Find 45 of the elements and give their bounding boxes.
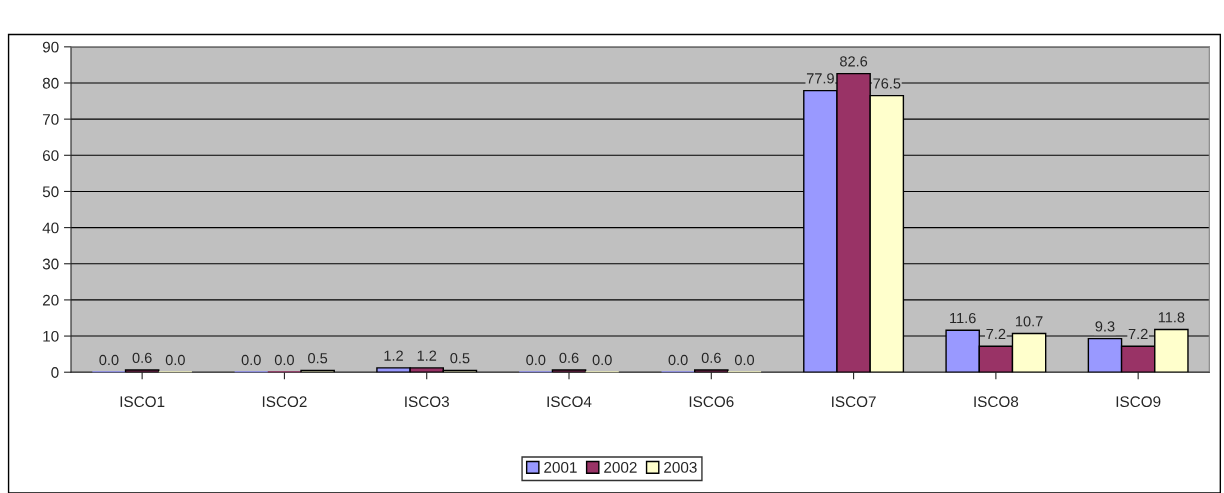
data-label: 0.0 — [241, 354, 261, 366]
data-label: 1.2 — [384, 350, 403, 361]
data-label: 9.3 — [1095, 321, 1115, 332]
x-tick-label: ISCO1 — [120, 396, 165, 408]
y-tick-label: 20 — [42, 294, 59, 306]
x-tick-label: ISCO2 — [262, 396, 307, 408]
data-label: 0.6 — [559, 352, 579, 363]
x-tick-label: ISCO8 — [974, 396, 1019, 408]
data-label: 7.2 — [986, 328, 1006, 339]
data-label: 0.0 — [526, 354, 546, 366]
legend-label: 2001 — [544, 462, 577, 473]
data-label: 0.6 — [132, 352, 152, 363]
y-tick-label: 30 — [42, 258, 59, 270]
data-label: 76.5 — [873, 78, 901, 89]
y-tick-label: 80 — [42, 77, 59, 89]
data-label: 7.2 — [1128, 328, 1148, 339]
data-label: 82.6 — [840, 56, 868, 67]
y-tick-label: 10 — [43, 330, 59, 342]
x-tick-label: ISCO7 — [832, 396, 876, 408]
data-label: 0.0 — [165, 354, 185, 366]
data-label: 0.5 — [450, 353, 470, 364]
y-tick-label: 60 — [42, 150, 59, 161]
data-label: 0.0 — [734, 354, 755, 366]
data-label: 0.6 — [701, 352, 721, 363]
y-tick-label: 70 — [42, 114, 59, 125]
data-label: 10.7 — [1016, 316, 1043, 327]
data-label: 0.5 — [308, 353, 328, 364]
legend-label: 2003 — [664, 462, 697, 473]
x-tick-label: ISCO3 — [405, 396, 449, 408]
data-label: 0.0 — [274, 354, 294, 366]
data-label: 1.2 — [417, 350, 437, 361]
data-label: 0.0 — [592, 354, 612, 366]
x-tick-label: ISCO4 — [547, 396, 592, 408]
y-tick-label: 0 — [51, 367, 59, 378]
y-tick-label: 50 — [42, 186, 59, 198]
legend-label: 2002 — [604, 462, 637, 473]
data-label: 11.6 — [950, 312, 976, 324]
y-tick-label: 90 — [42, 41, 59, 53]
data-label: 77.9 — [806, 73, 834, 84]
data-label: 0.0 — [668, 354, 688, 366]
data-label: 0.0 — [99, 354, 119, 366]
x-tick-label: ISCO9 — [1116, 396, 1161, 408]
data-label: 11.8 — [1158, 312, 1185, 323]
y-tick-label: 40 — [42, 222, 59, 234]
x-tick-label: ISCO6 — [689, 396, 734, 408]
